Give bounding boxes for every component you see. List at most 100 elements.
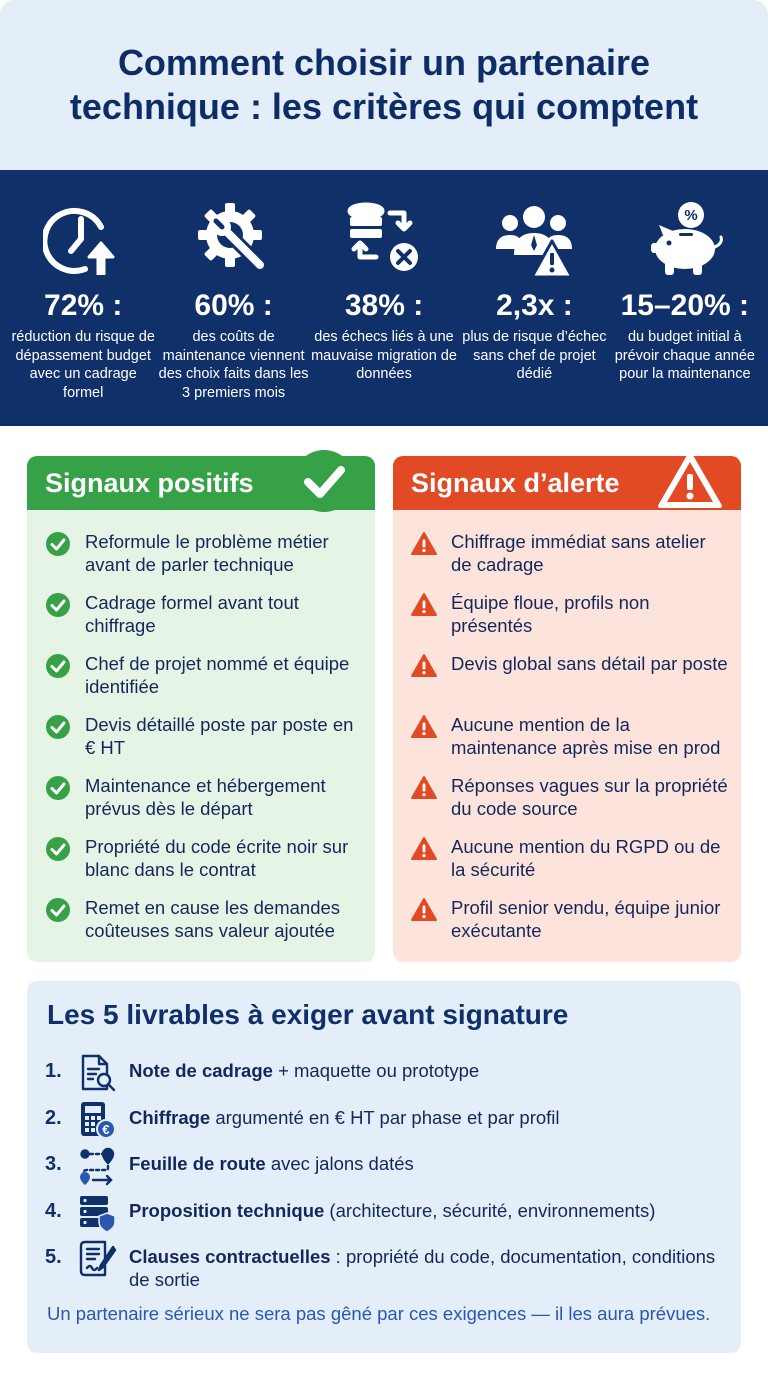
deliverable-number: 4. [45,1199,62,1222]
deliverable-text: Chiffrage argumenté en € HT par phase et… [129,1100,725,1129]
warning-triangle-icon [411,837,437,860]
signal-text: Équipe floue, profils non présentés [451,592,650,636]
deliverable-text: Feuille de route avec jalons datés [129,1146,725,1175]
team-warning-icon [494,198,574,280]
check-circle-icon [46,654,70,678]
stat-value: 72% : [44,289,123,322]
alert-signals-card: Signaux d’alerte Chiffrage immédiat sans… [393,452,741,962]
alert-signals-header: Signaux d’alerte [393,452,741,510]
alert-signal-item: Réponses vagues sur la propriété du code… [411,774,729,835]
positive-signals-card: Signaux positifs Reformule le problème m… [27,450,375,962]
stat-item: % 15–20% : du budget initial à prévoir c… [610,170,760,426]
stat-description: plus de risque d’échec sans chef de proj… [462,329,607,382]
stat-item: 72% : réduction du risque de dépassement… [8,170,158,426]
stat-item: 2,3x : plus de risque d’échec sans chef … [459,170,609,426]
warning-triangle-icon [411,776,437,799]
deliverables-panel: Les 5 livrables à exiger avant signature… [27,981,741,1353]
positive-signal-item: Reformule le problème métier avant de pa… [45,530,363,591]
deliverable-bold: Chiffrage [129,1106,211,1128]
check-circle-icon [46,898,70,922]
deliverable-bold: Note de cadrage [129,1060,273,1081]
positive-signals-header: Signaux positifs [27,450,375,512]
header-banner: Comment choisir un partenaire technique … [0,0,768,170]
alert-signal-item: Profil senior vendu, équipe junior exécu… [411,896,729,957]
stat-description: des échecs liés à une mauvaise migration… [311,329,457,382]
signal-text: Réponses vagues sur la propriété du code… [451,775,728,819]
signal-text: Reformule le problème métier avant de pa… [85,531,329,575]
deliverable-bold: Proposition technique [129,1199,325,1221]
positive-signal-item: Remet en cause les demandes coûteuses sa… [45,896,363,957]
stat-value: 15–20% : [620,289,750,322]
deliverable-rest: argumenté en € HT par phase et par profi… [210,1106,560,1128]
check-circle-icon [46,837,70,861]
deliverable-item: 1. Note de cadrage + maquette ou prototy… [45,1053,725,1100]
stat-item: 60% : des coûts de maintenance viennent … [158,170,309,426]
deliverables-list: 1. Note de cadrage + maquette ou prototy… [45,1053,725,1290]
gear-wrench-icon [194,198,274,280]
deliverable-text: Note de cadrage + maquette ou prototype [129,1053,725,1082]
deliverable-text: Clauses contractuelles : propriété du co… [129,1239,725,1291]
deliverable-item: 3. Feuille de route avec jalons datés [45,1146,725,1193]
alert-signal-item: Devis global sans détail par poste [411,652,729,713]
positive-signal-item: Cadrage formel avant tout chiffrage [45,591,363,652]
deliverable-rest: + maquette ou prototype [272,1060,480,1081]
signal-text: Aucune mention de la maintenance après m… [451,714,721,758]
signal-text: Chiffrage immédiat sans atelier de cadra… [451,531,706,575]
alert-signals-list: Chiffrage immédiat sans atelier de cadra… [393,510,741,957]
deliverable-bold: Clauses contractuelles [129,1246,331,1267]
deliverable-number: 2. [45,1106,62,1129]
positive-signal-item: Chef de projet nommé et équipe identifié… [45,652,363,713]
signal-text: Profil senior vendu, équipe junior exécu… [451,897,721,941]
signal-text: Aucune mention du RGPD ou de la sécurité [451,836,721,880]
positive-signal-item: Propriété du code écrite noir sur blanc … [45,835,363,896]
deliverable-rest: : propriété du code, documentation, cond… [129,1246,716,1290]
alert-signal-item: Équipe floue, profils non présentés [411,591,729,652]
warning-triangle-icon [411,715,437,738]
alert-signals-title: Signaux d’alerte [411,467,620,498]
deliverable-item: 5. Clauses contractuelles : propriété du… [45,1239,725,1290]
calculator-euro-icon: € [77,1100,117,1140]
check-circle-icon [46,593,70,617]
stat-value: 60% : [194,289,273,322]
deliverables-title: Les 5 livrables à exiger avant signature [47,999,569,1030]
warning-triangle-icon [411,898,437,921]
svg-text:€: € [102,1122,109,1137]
check-circle-icon [293,450,355,512]
deliverables-footer: Un partenaire sérieux ne sera pas gêné p… [47,1303,711,1324]
signal-text: Cadrage formel avant tout chiffrage [85,592,299,636]
database-migration-error-icon [344,198,424,280]
contract-pen-icon [77,1239,117,1279]
warning-triangle-icon [411,532,437,555]
deliverable-rest: avec jalons datés [265,1153,414,1174]
check-circle-icon [46,715,70,739]
roadmap-pins-icon [77,1146,117,1186]
warning-triangle-icon [411,654,437,677]
piggy-bank-percent-icon: % [645,198,725,280]
check-circle-icon [46,776,70,800]
alert-signal-item: Aucune mention de la maintenance après m… [411,713,729,774]
deliverable-item: 2. € Chiffrage argumenté en € [45,1100,725,1147]
signal-text: Maintenance et hébergement prévus dès le… [85,775,326,819]
positive-signals-list: Reformule le problème métier avant de pa… [27,510,375,957]
warning-triangle-icon [411,593,437,616]
signal-text: Devis global sans détail par poste [451,653,728,674]
positive-signal-item: Maintenance et hébergement prévus dès le… [45,774,363,835]
stat-item: 38% : des échecs liés à une mauvaise mig… [309,170,459,426]
alert-signal-item: Aucune mention du RGPD ou de la sécurité [411,835,729,896]
signal-text: Chef de projet nommé et équipe identifié… [85,653,350,697]
page-title: Comment choisir un partenaire technique … [69,42,699,127]
deliverable-bold: Feuille de route [129,1153,266,1174]
server-shield-icon [77,1193,117,1233]
check-circle-icon [46,532,70,556]
document-search-icon [77,1053,117,1093]
deliverable-number: 1. [45,1060,62,1082]
positive-signal-item: Devis détaillé poste par poste en € HT [45,713,363,774]
deliverable-number: 5. [45,1246,62,1268]
deliverable-item: 4. Proposition technique (a [45,1193,725,1240]
deliverable-rest: (architecture, sécurité, environnements) [324,1199,656,1221]
deliverable-number: 3. [45,1153,62,1175]
signal-text: Propriété du code écrite noir sur blanc … [85,836,349,880]
stats-band: 72% : réduction du risque de dépassement… [0,170,768,426]
alert-signal-item: Chiffrage immédiat sans atelier de cadra… [411,530,729,591]
